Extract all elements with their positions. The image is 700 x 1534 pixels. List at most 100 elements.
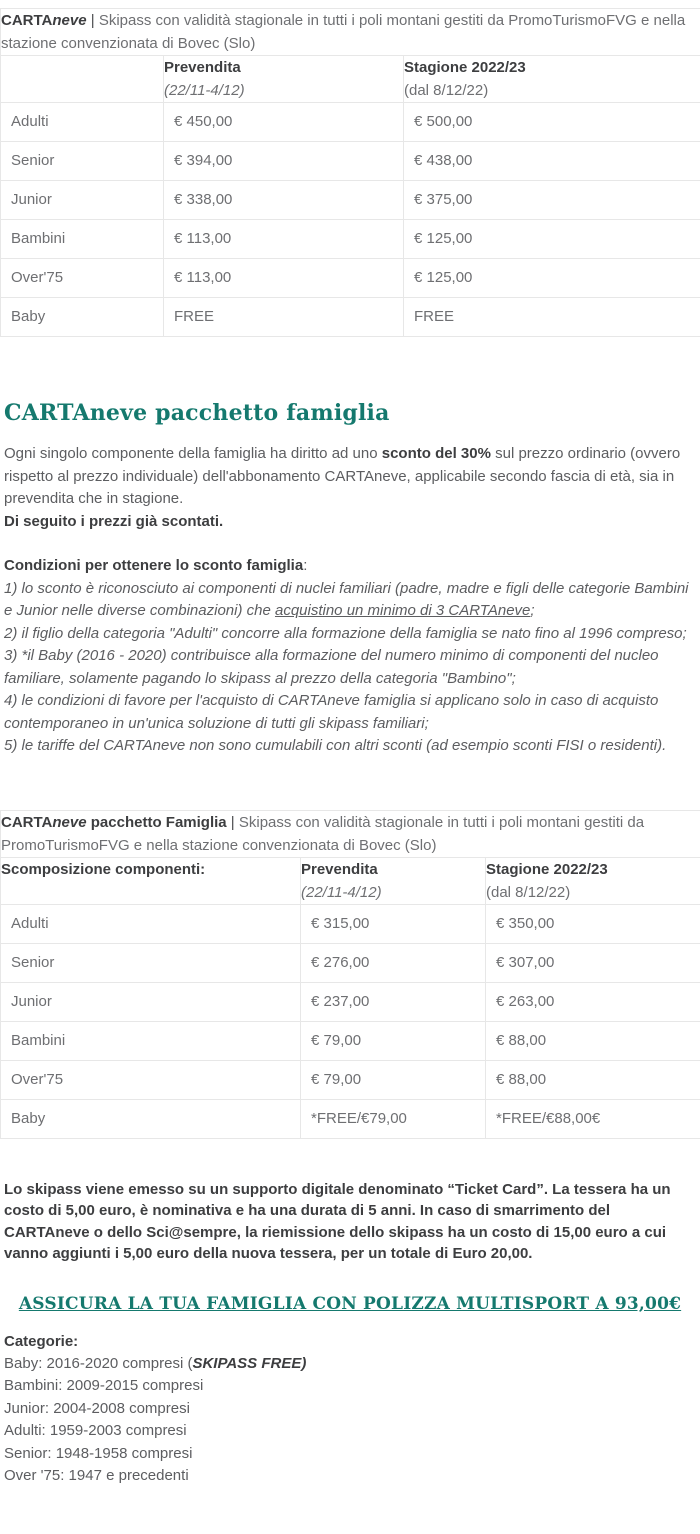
category-line: Over '75: 1947 e precedenti: [4, 1465, 700, 1487]
skipass-pricing-page: CARTAneve | Skipass con validità stagion…: [0, 8, 700, 1487]
condition-item-1: 1) lo sconto è riconosciuto ai component…: [4, 578, 696, 623]
row-label: Over'75: [1, 259, 164, 298]
column-title: Prevendita: [164, 56, 403, 79]
row-label: Over'75: [1, 1060, 301, 1099]
price-stagione: € 125,00: [404, 220, 700, 259]
table-row: Senior € 276,00 € 307,00: [1, 943, 700, 982]
header-cell-empty: [1, 56, 164, 103]
column-subtitle: (dal 8/12/22): [404, 79, 700, 102]
family-package-heading: CARTAneve pacchetto famiglia: [4, 399, 700, 427]
price-prevendita: € 450,00: [164, 103, 404, 142]
family-intro-paragraph: Ogni singolo componente della famiglia h…: [4, 443, 692, 533]
table-row: Bambini € 113,00 € 125,00: [1, 220, 700, 259]
table-row: Junior € 338,00 € 375,00: [1, 181, 700, 220]
price-stagione: € 125,00: [404, 259, 700, 298]
header-cell-components: Scomposizione componenti:: [1, 857, 301, 904]
categories-title: Categorie:: [4, 1331, 700, 1353]
insurance-multisport-link[interactable]: ASSICURA LA TUA FAMIGLIA CON POLIZZA MUL…: [19, 1294, 681, 1314]
price-prevendita: € 315,00: [301, 904, 486, 943]
table-row: Baby *FREE/€79,00 *FREE/€88,00€: [1, 1099, 700, 1138]
price-stagione: FREE: [404, 298, 700, 337]
condition-underlined-text: acquistino un minimo di 3 CARTAneve: [275, 602, 530, 619]
price-prevendita: FREE: [164, 298, 404, 337]
condition-item-4: 4) le condizioni di favore per l'acquist…: [4, 690, 696, 735]
price-stagione: € 500,00: [404, 103, 700, 142]
header-cell-stagione: Stagione 2022/23 (dal 8/12/22): [404, 56, 700, 103]
column-subtitle: (dal 8/12/22): [486, 881, 700, 904]
brand-name: CARTA: [1, 12, 52, 29]
row-label: Junior: [1, 181, 164, 220]
price-stagione: € 350,00: [486, 904, 700, 943]
price-stagione: € 88,00: [486, 1021, 700, 1060]
table-header-row: Scomposizione componenti: Prevendita (22…: [1, 857, 700, 904]
category-baby-line: Baby: 2016-2020 compresi (SKIPASS FREE): [4, 1353, 700, 1375]
table-row: Over'75 € 79,00 € 88,00: [1, 1060, 700, 1099]
conditions-title-colon: :: [303, 557, 307, 574]
table-header-row: Prevendita (22/11-4/12) Stagione 2022/23…: [1, 56, 700, 103]
category-text: Baby: 2016-2020 compresi (: [4, 1355, 192, 1372]
table-row: Adulti € 450,00 € 500,00: [1, 103, 700, 142]
caption-bold-rest: pacchetto Famiglia: [87, 814, 227, 831]
header-cell-prevendita: Prevendita (22/11-4/12): [301, 857, 486, 904]
column-subtitle: (22/11-4/12): [164, 79, 403, 102]
insurance-link-row: ASSICURA LA TUA FAMIGLIA CON POLIZZA MUL…: [0, 1294, 700, 1314]
brand-name-italic: neve: [52, 12, 86, 29]
category-line: Adulti: 1959-2003 compresi: [4, 1420, 700, 1442]
price-prevendita: € 113,00: [164, 220, 404, 259]
column-title: Prevendita: [301, 858, 485, 881]
ticket-card-paragraph: Lo skipass viene emesso su un supporto d…: [4, 1179, 698, 1265]
row-label: Senior: [1, 142, 164, 181]
conditions-title: Condizioni per ottenere lo sconto famigl…: [4, 555, 696, 578]
row-label: Adulti: [1, 904, 301, 943]
header-cell-prevendita: Prevendita (22/11-4/12): [164, 56, 404, 103]
caption-separator: |: [227, 814, 239, 831]
category-line: Bambini: 2009-2015 compresi: [4, 1375, 700, 1397]
row-label: Baby: [1, 1099, 301, 1138]
table-row: Baby FREE FREE: [1, 298, 700, 337]
price-stagione: € 438,00: [404, 142, 700, 181]
table-row: Junior € 237,00 € 263,00: [1, 982, 700, 1021]
price-stagione: € 263,00: [486, 982, 700, 1021]
condition-item-5: 5) le tariffe del CARTAneve non sono cum…: [4, 735, 696, 758]
cartaneve-price-table: CARTAneve | Skipass con validità stagion…: [0, 8, 700, 337]
price-prevendita: € 276,00: [301, 943, 486, 982]
caption-text: Skipass con validità stagionale in tutti…: [1, 12, 685, 52]
price-prevendita: € 79,00: [301, 1021, 486, 1060]
price-prevendita: € 394,00: [164, 142, 404, 181]
price-prevendita: € 79,00: [301, 1060, 486, 1099]
row-label: Junior: [1, 982, 301, 1021]
column-title: Stagione 2022/23: [404, 56, 700, 79]
prices-discounted-note: Di seguito i prezzi già scontati.: [4, 511, 692, 534]
row-label: Bambini: [1, 220, 164, 259]
price-prevendita: € 113,00: [164, 259, 404, 298]
column-title: Scomposizione componenti:: [1, 858, 300, 881]
row-label: Adulti: [1, 103, 164, 142]
row-label: Bambini: [1, 1021, 301, 1060]
condition-text: ;: [530, 602, 534, 619]
condition-item-3: 3) *il Baby (2016 - 2020) contribuisce a…: [4, 645, 696, 690]
table-caption: CARTAneve | Skipass con validità stagion…: [1, 9, 700, 56]
category-line: Junior: 2004-2008 compresi: [4, 1398, 700, 1420]
price-stagione: € 307,00: [486, 943, 700, 982]
brand-name-italic: neve: [52, 814, 86, 831]
brand-name: CARTA: [1, 814, 52, 831]
price-prevendita: € 338,00: [164, 181, 404, 220]
row-label: Senior: [1, 943, 301, 982]
table-row: Senior € 394,00 € 438,00: [1, 142, 700, 181]
table-caption: CARTAneve pacchetto Famiglia | Skipass c…: [1, 810, 700, 857]
table-row: Adulti € 315,00 € 350,00: [1, 904, 700, 943]
table-row: Bambini € 79,00 € 88,00: [1, 1021, 700, 1060]
row-label: Baby: [1, 298, 164, 337]
column-title: Stagione 2022/23: [486, 858, 700, 881]
price-prevendita: € 237,00: [301, 982, 486, 1021]
skipass-free-highlight: SKIPASS FREE): [192, 1355, 306, 1372]
price-prevendita: *FREE/€79,00: [301, 1099, 486, 1138]
price-stagione: € 88,00: [486, 1060, 700, 1099]
column-subtitle: (22/11-4/12): [301, 881, 485, 904]
price-stagione: € 375,00: [404, 181, 700, 220]
header-cell-stagione: Stagione 2022/23 (dal 8/12/22): [486, 857, 700, 904]
condition-item-2: 2) il figlio della categoria "Adulti" co…: [4, 623, 696, 646]
category-line: Senior: 1948-1958 compresi: [4, 1443, 700, 1465]
table-row: Over'75 € 113,00 € 125,00: [1, 259, 700, 298]
intro-text: Ogni singolo componente della famiglia h…: [4, 445, 382, 462]
